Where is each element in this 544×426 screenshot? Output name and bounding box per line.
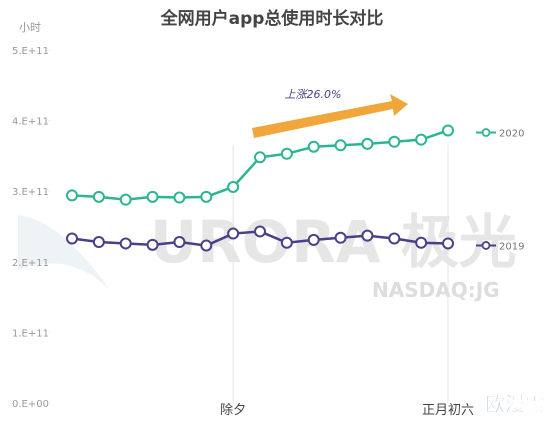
chart-title: 全网用户app总使用时长对比: [160, 8, 384, 29]
y-tick-label: 3.E+11: [12, 187, 49, 198]
data-point: [254, 225, 266, 238]
badge: 欧漫露: [485, 392, 544, 416]
data-point: [146, 238, 159, 251]
data-point: [442, 124, 454, 137]
data-point: [280, 236, 293, 249]
data-point: [227, 227, 240, 240]
data-point: [415, 133, 428, 146]
data-point: [361, 229, 374, 242]
data-point: [119, 237, 132, 250]
y-tick-label: 5.E+11: [12, 46, 49, 57]
data-point: [388, 135, 401, 148]
watermark-sub: NASDAQ:JG: [372, 278, 500, 302]
data-point: [307, 140, 320, 153]
watermark-logo: [18, 215, 110, 290]
x-tick-label: 正月初六: [422, 403, 474, 418]
data-point: [442, 237, 454, 250]
data-point: [334, 231, 347, 244]
legend-marker: [481, 241, 491, 250]
data-point: [227, 180, 240, 193]
y-tick-label: 1.E+11: [12, 328, 49, 339]
data-point: [415, 236, 428, 249]
y-tick-label: 4.E+11: [12, 117, 49, 128]
data-point: [119, 193, 132, 206]
data-point: [173, 236, 186, 249]
data-point: [200, 190, 213, 203]
y-axis-label: 小时: [19, 21, 41, 34]
legend-marker: [481, 128, 491, 137]
y-tick-label: 2.E+11: [12, 258, 49, 269]
data-point: [361, 137, 374, 150]
annotation: 上涨26.0%: [285, 88, 342, 101]
x-tick-label: 除夕: [220, 403, 246, 418]
data-point: [254, 151, 266, 164]
data-point: [66, 232, 78, 245]
data-point: [92, 236, 105, 249]
data-point: [200, 239, 213, 252]
data-point: [92, 190, 105, 203]
data-point: [173, 191, 186, 204]
data-point: [307, 233, 320, 246]
legend-label: 2019: [499, 241, 524, 252]
watermark: URORA 极光: [150, 208, 517, 276]
y-tick-label: 0.E+00: [12, 399, 49, 410]
data-point: [280, 147, 293, 160]
annotation-arrow: [252, 94, 408, 138]
data-point: [66, 189, 78, 202]
legend-label: 2020: [499, 128, 524, 139]
data-point: [334, 139, 347, 152]
data-point: [146, 190, 159, 203]
data-point: [388, 232, 401, 245]
